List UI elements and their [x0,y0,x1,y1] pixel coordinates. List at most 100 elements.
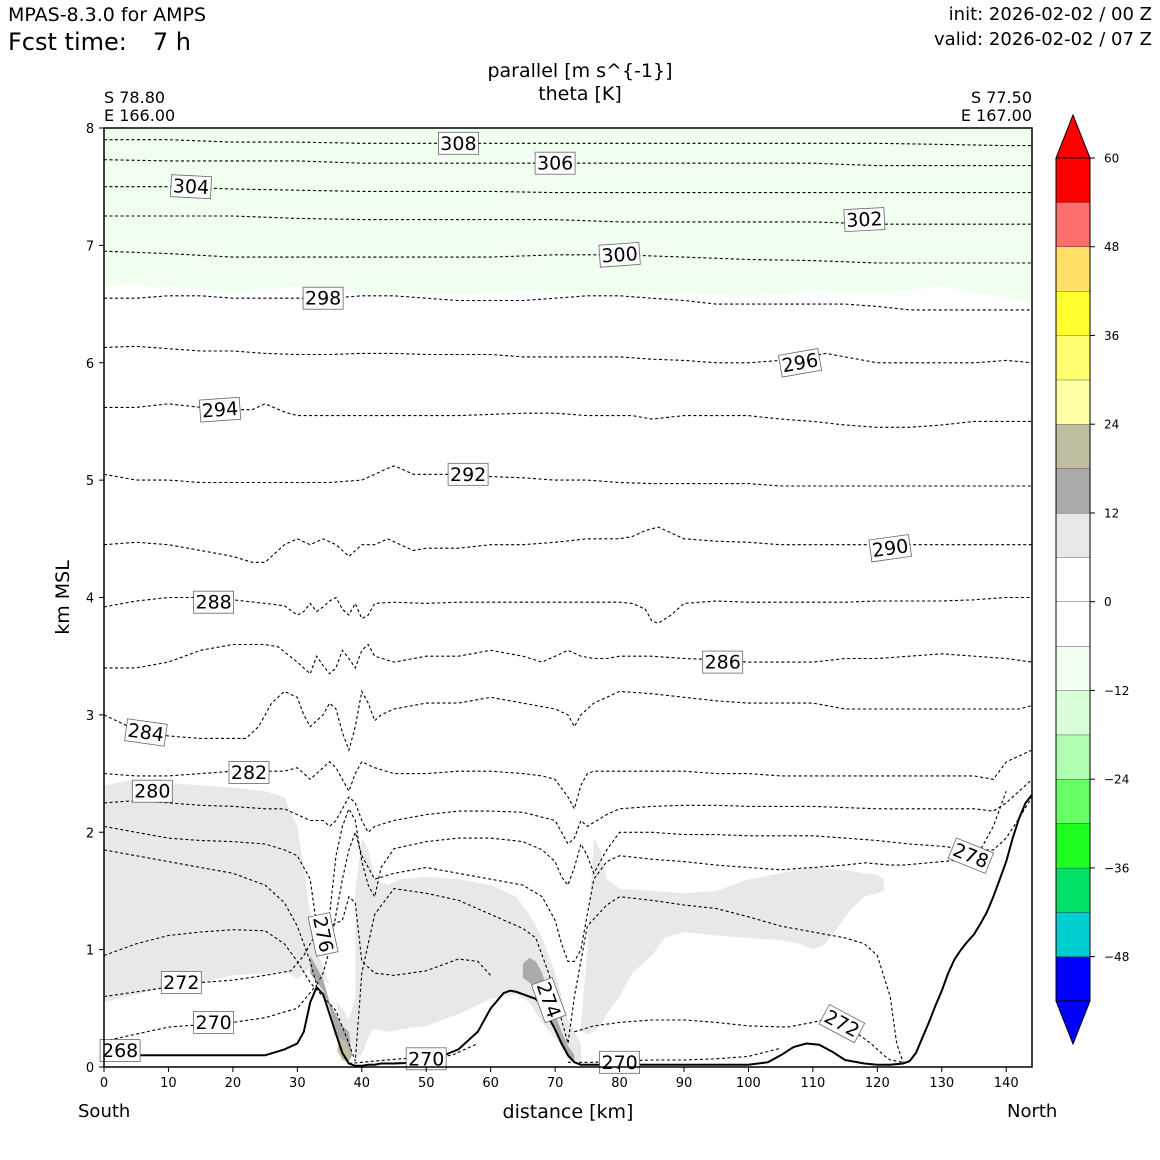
contour-label-box [193,1011,235,1034]
theta-contour-272-5 [574,1017,904,1063]
colorbar-segment [1056,158,1090,203]
theta-contour-296-17 [103,345,1033,364]
contour-label-box [777,348,823,378]
contour-label-308-23: 308 [437,131,479,155]
right-endpoint-coords: S 77.50 E 167.00 [961,89,1032,125]
contour-label-text: 306 [537,153,573,175]
contour-label-text: 292 [450,464,486,486]
y-tick-label: 8 [86,122,94,137]
contour-label-box [947,837,994,874]
contour-label-282-10: 282 [228,761,270,784]
contour-label-286-12: 286 [702,650,744,674]
colorbar: −48 −36 −24 −12 0 12 24 36 48 60 [1055,113,1129,1046]
y-tick-label: 4 [86,592,94,607]
colorbar-segment [1056,912,1090,957]
contour-label-272-5: 272 [818,1003,866,1044]
colorbar-tick-label: 48 [1104,240,1119,254]
contour-label-text: 298 [305,288,341,310]
theta-contour-292-15 [103,465,1032,487]
contour-label-box [868,534,912,563]
theta-contour-286-12 [104,643,1033,675]
left-endpoint-lon: E 166.00 [104,106,176,125]
x-tick-label: 90 [676,1076,693,1091]
contour-label-text: 280 [134,781,170,803]
contour-label-text: 270 [601,1052,637,1074]
contour-label-box [124,718,168,747]
colorbar-extend-high [1055,113,1091,159]
x-tick-label: 70 [547,1076,564,1091]
contour-label-272-4: 272 [160,971,202,994]
contour-label-text: 288 [195,592,231,614]
colorbar-segment [1056,335,1090,380]
colorbar-tick-label: 24 [1104,418,1119,432]
contour-label-text: 270 [408,1048,444,1070]
colorbar-segment [1056,379,1090,425]
wind-shade-region-0 [104,128,1032,302]
theta-contour-294-16 [104,403,1032,428]
left-endpoint-lat: S 78.80 [104,88,166,107]
contour-label-box [599,1050,640,1074]
contour-label-box [170,174,212,200]
contour-label-280-9: 280 [131,779,173,803]
contour-label-text: 286 [705,652,741,674]
contour-label-text: 308 [440,133,476,155]
contour-label-294-16: 294 [198,396,242,423]
right-endpoint-lon: E 167.00 [960,106,1032,125]
contour-label-box [531,977,567,1024]
theta-contour-274-6 [103,888,904,1063]
contour-label-text: 282 [231,762,267,784]
theta-contour-308-23 [104,139,1032,147]
init-time: init: 2026-02-02 / 00 Z [948,4,1152,25]
contour-label-268-0: 268 [99,1039,141,1062]
contour-label-box [198,396,242,423]
theta-contour-276-7 [103,791,1007,987]
x-tick-label: 80 [611,1076,628,1091]
colorbar-segment [1056,291,1090,336]
x-tick-label: 120 [865,1076,890,1091]
theta-contour-306-22 [103,159,1032,167]
contour-label-278-8: 278 [947,837,994,874]
contour-label-box [598,242,641,268]
y-tick-label: 7 [86,239,94,254]
contour-label-296-17: 296 [777,348,823,378]
contour-label-text: 272 [163,972,199,994]
y-tick-label: 1 [86,944,94,959]
contour-label-text: 274 [532,979,565,1021]
contour-label-302-20: 302 [843,207,886,233]
y-tick-label: 5 [86,474,94,489]
colorbar-segment [1056,690,1090,735]
colorbar-segment [1056,424,1090,469]
theta-contour-272-4 [103,895,492,998]
chart-subtitle: theta [K] [538,83,622,105]
x-tick-label: 50 [418,1076,435,1091]
theta-contour-302-20 [104,215,1032,225]
forecast-time: Fcst time: 7 h [8,28,191,56]
colorbar-segment [1056,557,1090,602]
contour-label-text: 300 [601,243,639,267]
contour-label-text: 296 [780,349,820,377]
colorbar-tick-label: 12 [1104,506,1119,520]
contour-label-306-22: 306 [534,151,576,175]
x-tick-label: 60 [482,1076,499,1091]
colorbar-segment [1056,202,1090,247]
contour-label-box [160,971,202,994]
colorbar-tick-label: 36 [1104,329,1119,343]
theta-contour-304-21 [104,186,1032,194]
theta-contour-270-3 [568,1047,781,1063]
theta-contour-298-18 [104,295,1032,311]
contour-label-box [818,1003,866,1044]
contour-label-box [447,462,489,486]
contour-label-box [193,590,235,614]
colorbar-extend-low [1055,1000,1091,1046]
colorbar-outline [1055,157,1091,1002]
y-axis-ticks: 0 1 2 3 4 5 6 7 8 [86,122,104,1076]
contour-label-text: 270 [195,1012,231,1034]
wind-shade-region-2 [355,838,581,1062]
theta-contour-290-14 [103,526,1032,563]
x-axis-title: distance [km] [503,1101,634,1123]
x-tick-label: 30 [289,1076,306,1091]
terrain-line [103,794,1033,1067]
contour-label-290-14: 290 [868,534,912,563]
colorbar-segment [1056,601,1090,647]
